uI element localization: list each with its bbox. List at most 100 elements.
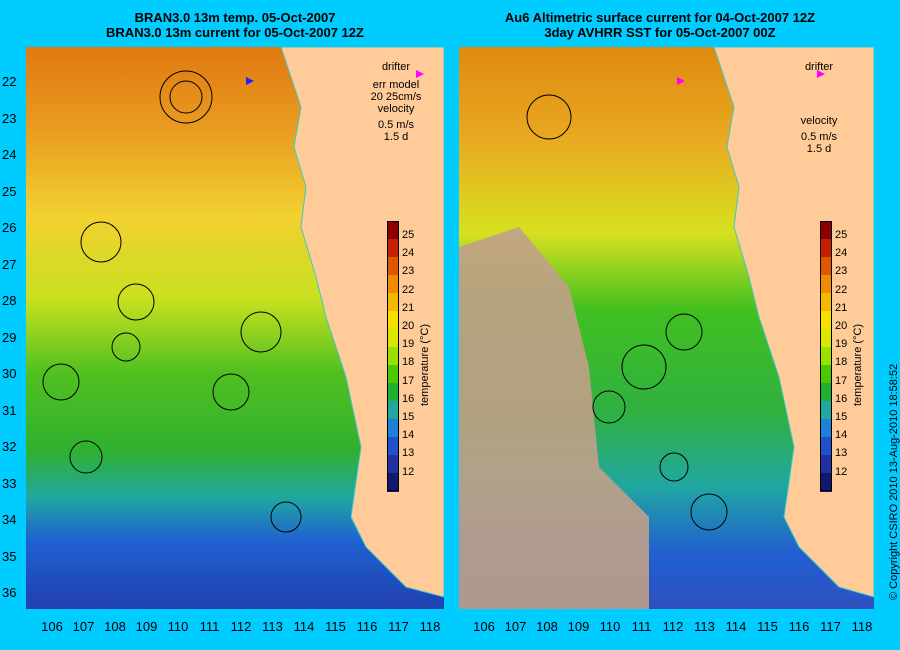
colorbar-tick-label: 16 [402,392,415,405]
longitude-label: 112 [230,619,252,634]
colorbar-frame [820,221,832,491]
left-legend-scale: 0.5 m/s [377,119,415,131]
longitude-label: 108 [536,619,558,634]
colorbar-tick-label: 19 [402,338,415,351]
longitude-label: 111 [199,619,220,634]
longitude-label: 118 [851,619,873,634]
colorbar-swatch [820,365,832,384]
colorbar-tick-label: 25 [835,229,848,241]
longitude-label: 117 [388,619,409,634]
longitude-label: 113 [694,619,715,634]
colorbar-swatch [820,239,832,258]
colorbar-tick-label: 23 [835,265,848,278]
colorbar-tick-label: 23 [402,265,415,278]
right-legend-scale: 0.5 m/s [800,131,838,143]
longitude-label: 111 [631,619,652,634]
left-title-line2: BRAN3.0 13m current for 05-Oct-2007 12Z [106,25,364,40]
colorbar-swatch [387,293,399,312]
colorbar-tick-label: 16 [835,392,848,405]
longitude-label: 118 [419,619,441,634]
right-legend-duration: 1.5 d [806,143,832,155]
latitude-label: 28 [2,293,17,308]
right-drifter-track [677,77,685,85]
latitude-label: 31 [2,402,17,418]
colorbar-title: temperature (°C) [419,323,431,406]
longitude-label: 115 [757,619,778,634]
left-legend-err-values: 20 25cm/s [370,91,422,103]
colorbar-swatch [387,383,399,402]
latitude-label: 25 [2,183,17,199]
longitude-label: 110 [599,619,621,634]
colorbar-swatch [387,275,399,294]
right-map [459,47,874,609]
colorbar-tick-label: 24 [835,247,848,260]
longitude-label: 108 [104,619,126,634]
longitude-label: 113 [262,619,283,634]
colorbar-tick-label: 21 [835,301,848,314]
right-title: Au6 Altimetric surface current for 04-Oc… [440,10,880,40]
longitude-label: 116 [356,619,378,634]
colorbar-swatch [387,347,399,366]
longitude-label: 117 [820,619,841,634]
longitude-label: 115 [325,619,346,634]
longitude-label: 114 [725,619,747,634]
colorbar-swatch [387,257,399,276]
left-legend-velocity: velocity [377,103,415,115]
colorbar-tick-label: 20 [402,320,415,332]
longitude-label: 109 [135,619,158,634]
right-current-vectors [526,94,728,531]
colorbar-tick-label: 12 [835,465,848,478]
latitude-label: 23 [2,110,17,126]
longitude-label: 107 [504,619,527,634]
colorbar-swatch [820,347,832,366]
latitude-label: 30 [2,366,17,381]
latitude-label: 32 [2,439,17,454]
colorbar-swatch [387,239,399,258]
left-map-panel[interactable]: drifter err model 20 25cm/s velocity 0.5… [26,47,444,609]
right-land [713,47,874,598]
copyright-text: © Copyright CSIRO 2010 13-Aug-2010 18:58… [888,363,900,600]
colorbar-tick-label: 18 [835,356,848,369]
right-legend-velocity: velocity [800,115,838,127]
colorbar-swatch [820,221,832,240]
colorbar-swatch [820,473,832,492]
right-legend-drifter: drifter [804,61,834,73]
left-title-line1: BRAN3.0 13m temp. 05-Oct-2007 [134,10,336,25]
colorbar-swatch [820,275,832,294]
left-drifter-track [246,77,254,85]
colorbar-swatch [387,473,399,492]
colorbar-tick-label: 14 [835,429,848,442]
colorbar-title: temperature (°C) [852,323,864,406]
longitude-label: 107 [72,619,95,634]
colorbar-tick-label: 25 [402,229,415,241]
right-legend: drifter velocity 0.5 m/s 1.5 d [779,61,859,155]
longitude-label: 116 [788,619,810,634]
colorbar-swatch [387,221,399,240]
colorbar-swatch [387,311,399,330]
right-title-line2: 3day AVHRR SST for 05-Oct-2007 00Z [544,25,776,40]
colorbar-tick-label: 19 [835,338,848,351]
right-map-panel[interactable]: drifter velocity 0.5 m/s 1.5 d [459,47,874,609]
longitude-label: 109 [567,619,590,634]
colorbar-tick-label: 17 [402,374,415,387]
latitude-label: 33 [2,475,17,491]
colorbar-swatch [387,365,399,384]
longitude-label: 110 [167,619,189,634]
left-title: BRAN3.0 13m temp. 05-Oct-2007 BRAN3.0 13… [30,10,440,40]
left-land [280,47,444,598]
colorbar-swatch [820,329,832,348]
colorbar-tick-label: 13 [835,447,848,460]
colorbar-swatch [387,329,399,348]
longitude-label: 112 [662,619,684,634]
colorbar-tick-label: 12 [402,465,415,478]
left-legend-drifter: drifter [381,61,411,73]
colorbar-swatch [820,437,832,456]
colorbar-swatch [820,257,832,276]
latitude-label: 27 [2,256,17,272]
colorbar-swatch [387,437,399,456]
colorbar-tick-label: 22 [835,283,848,296]
left-drifter-arrow-icon [416,70,424,78]
colorbar-swatch [387,419,399,438]
colorbar-tick-label: 15 [402,411,415,423]
right-cloud-mask [459,227,649,609]
